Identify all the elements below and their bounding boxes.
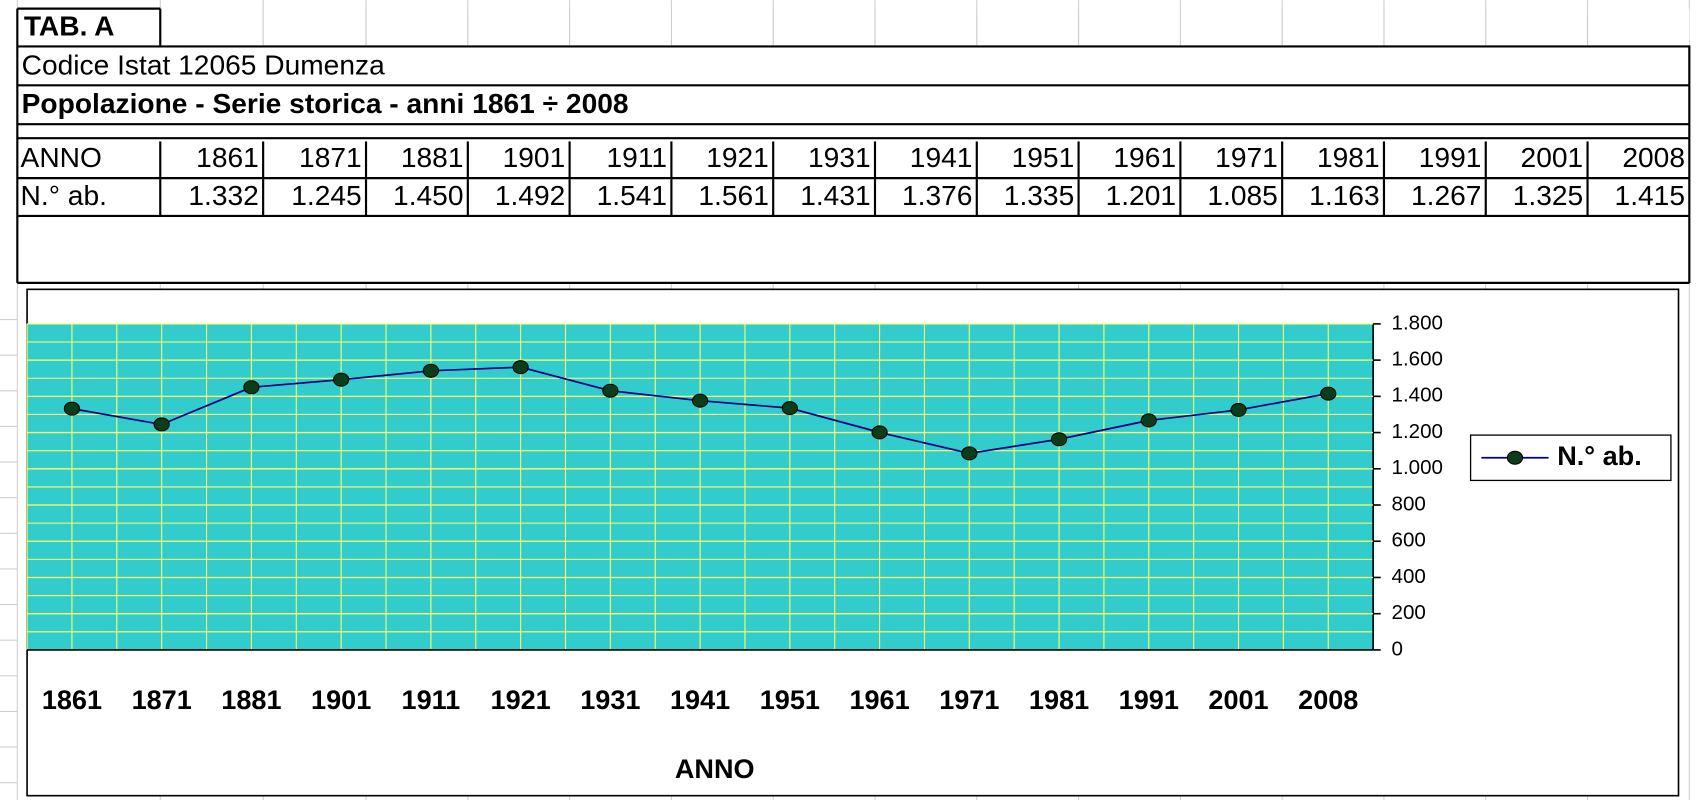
table-cell: 1.415 — [1615, 180, 1685, 211]
table-cell: 1.163 — [1309, 180, 1379, 211]
x-tick-label: 1981 — [1029, 685, 1089, 715]
table-cell: 1.325 — [1513, 180, 1583, 211]
table-cell: 1.332 — [188, 180, 258, 211]
table-cell: 1.431 — [800, 180, 870, 211]
table-cell: 1.245 — [291, 180, 361, 211]
legend-label: N.° ab. — [1557, 441, 1641, 471]
chart: 0 200 400 600 800 1.000 1.200 1.400 1.600 1.800 18… — [26, 311, 1672, 784]
table-cell: 1.201 — [1106, 180, 1176, 211]
data-point — [1050, 432, 1068, 447]
y-tick-label: 1.400 — [1392, 384, 1443, 407]
data-point — [602, 383, 619, 398]
table-cell: 2008 — [1622, 142, 1685, 173]
table-area — [17, 8, 1690, 283]
y-tick-label: 200 — [1392, 601, 1426, 624]
table-cell: 1951 — [1012, 142, 1075, 173]
data-point — [512, 360, 529, 375]
table-cell: 1.492 — [495, 180, 565, 211]
x-tick-label: 2008 — [1298, 685, 1358, 715]
x-tick-label: 1951 — [760, 685, 820, 715]
x-tick-label: 1861 — [42, 685, 102, 715]
data-point — [333, 372, 350, 387]
table-cell: 1901 — [503, 142, 566, 173]
table-cell: 1871 — [299, 142, 362, 173]
y-tick-label: 1.800 — [1392, 311, 1443, 334]
x-axis-title: ANNO — [675, 754, 755, 784]
table-cell: 1.561 — [698, 180, 768, 211]
table-cell: 1881 — [401, 142, 464, 173]
y-tick-label: 1.600 — [1392, 348, 1443, 371]
table-cell: 1911 — [607, 142, 668, 173]
data-point — [1230, 402, 1247, 417]
x-tick-label: 1921 — [491, 685, 551, 715]
data-point — [781, 401, 798, 416]
table-cell: 1931 — [808, 142, 871, 173]
x-tick-label: 1871 — [132, 685, 192, 715]
x-tick-label: 1881 — [221, 685, 281, 715]
x-tick-label: 2001 — [1208, 685, 1268, 715]
x-tick-label: 1931 — [580, 685, 640, 715]
x-tick-label: 1991 — [1119, 685, 1179, 715]
table-cell: 1.335 — [1004, 180, 1074, 211]
data-point — [153, 417, 170, 432]
table-cell: 1941 — [910, 142, 973, 173]
data-point — [243, 380, 260, 395]
data-point — [63, 401, 81, 416]
y-tick-label: 600 — [1392, 529, 1426, 552]
y-tick-label: 1.200 — [1392, 420, 1443, 443]
data-point — [1320, 386, 1337, 401]
table-cell: 1981 — [1317, 142, 1380, 173]
table: ANNO 1861 1871 1881 1901 1911 1921 1931 1941 1951… — [16, 7, 1691, 284]
table-cell: 1971 — [1215, 142, 1278, 173]
row-label: ANNO — [21, 142, 102, 173]
table-cell: 1.376 — [902, 180, 972, 211]
table-cell: 1.085 — [1207, 180, 1277, 211]
row-label: N.° ab. — [21, 180, 107, 211]
y-tick-label: 800 — [1392, 492, 1426, 515]
data-point — [871, 425, 888, 440]
table-cell: 1.541 — [597, 180, 667, 211]
subtitle: Popolazione - Serie storica - anni 1861 … — [22, 88, 629, 119]
tab-label: TAB. A — [24, 11, 115, 42]
x-tick-label: 1941 — [670, 685, 730, 715]
data-point — [691, 393, 709, 408]
x-tick-label: 1911 — [402, 685, 461, 715]
y-tick-label: 0 — [1392, 637, 1403, 660]
table-cell: 1861 — [196, 142, 259, 173]
data-point — [961, 446, 978, 461]
y-tick-label: 1.000 — [1392, 456, 1443, 479]
y-tick-label: 400 — [1392, 565, 1426, 588]
table-cell: 2001 — [1521, 142, 1584, 173]
table-cell: 1.267 — [1411, 180, 1481, 211]
table-cell: 1921 — [706, 142, 769, 173]
table-cell: 1.450 — [393, 180, 463, 211]
data-point — [422, 363, 440, 378]
table-cell: 1991 — [1419, 142, 1482, 173]
x-tick-label: 1971 — [939, 685, 999, 715]
table-cell: 1961 — [1113, 142, 1176, 173]
code-label: Codice Istat 12065 Dumenza — [22, 49, 385, 80]
x-tick-label: 1901 — [311, 685, 371, 715]
data-point — [1140, 413, 1157, 428]
legend-marker — [1506, 450, 1524, 465]
x-tick-label: 1961 — [849, 685, 909, 715]
